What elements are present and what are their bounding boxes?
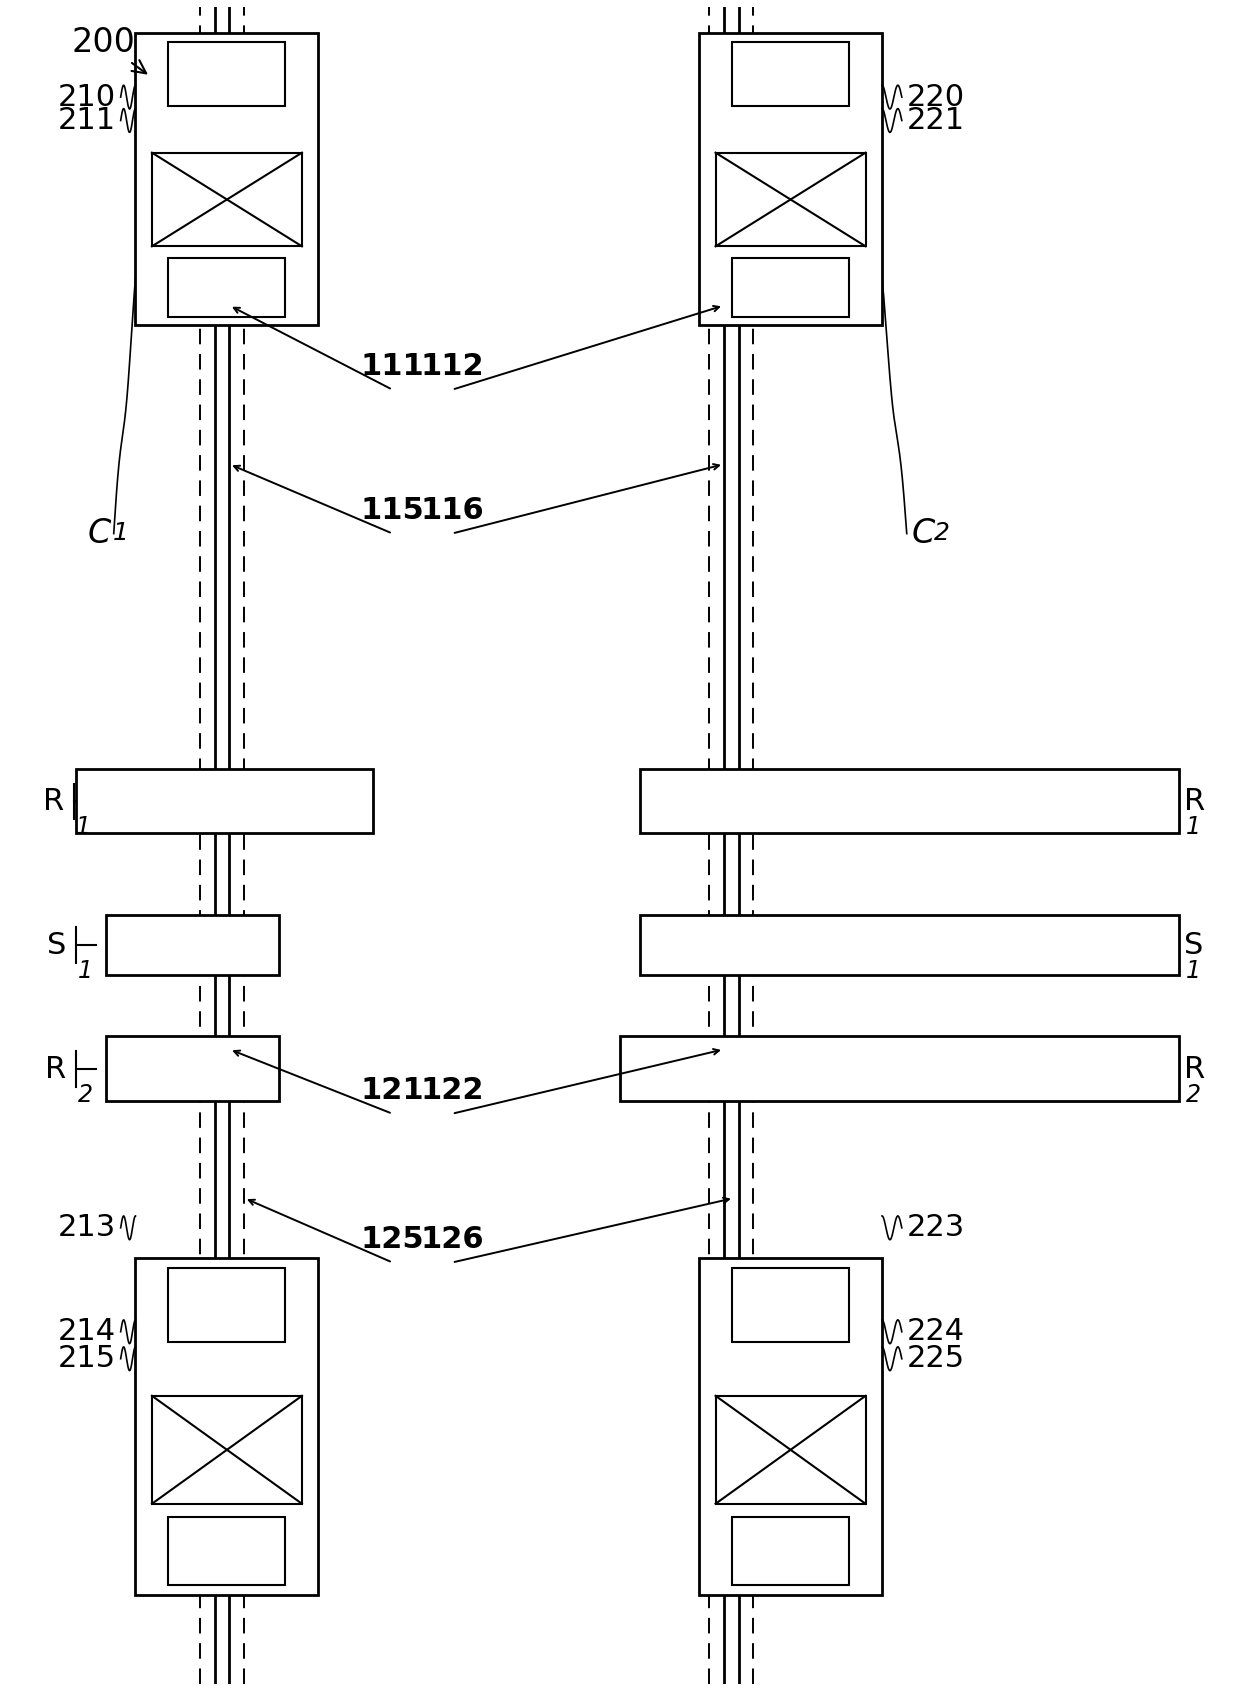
Text: R: R: [43, 786, 64, 815]
Bar: [715, 152, 866, 247]
Text: 1: 1: [76, 815, 92, 839]
Text: 214: 214: [57, 1317, 115, 1346]
Text: 220: 220: [906, 83, 965, 112]
Bar: [732, 42, 849, 107]
Text: 200: 200: [71, 25, 146, 73]
Bar: [640, 915, 1179, 976]
Text: 126: 126: [420, 1224, 484, 1253]
Bar: [153, 152, 303, 247]
Text: 225: 225: [906, 1344, 965, 1373]
Bar: [76, 769, 373, 834]
Text: 1: 1: [1185, 815, 1200, 839]
Text: 115: 115: [361, 495, 424, 524]
Bar: [169, 1517, 285, 1584]
Bar: [699, 1258, 882, 1595]
Bar: [105, 1037, 279, 1101]
Text: 213: 213: [57, 1214, 115, 1243]
Text: R: R: [1184, 1055, 1205, 1084]
Text: S: S: [1184, 930, 1203, 960]
Text: 210: 210: [57, 83, 115, 112]
Bar: [640, 769, 1179, 834]
Bar: [732, 1268, 849, 1343]
Text: 122: 122: [420, 1075, 484, 1104]
Text: 125: 125: [361, 1224, 424, 1253]
Bar: [169, 1268, 285, 1343]
Bar: [732, 259, 849, 316]
Bar: [715, 1395, 866, 1503]
Text: C: C: [911, 517, 935, 550]
Text: 221: 221: [906, 107, 965, 135]
Text: 211: 211: [57, 107, 115, 135]
Bar: [169, 42, 285, 107]
Text: 2: 2: [934, 521, 950, 546]
Bar: [620, 1037, 1179, 1101]
Text: S: S: [47, 930, 66, 960]
Text: 116: 116: [420, 495, 484, 524]
Text: 2: 2: [1185, 1082, 1200, 1108]
Text: 215: 215: [57, 1344, 115, 1373]
Bar: [732, 1517, 849, 1584]
Text: 121: 121: [361, 1075, 424, 1104]
Text: 1: 1: [78, 959, 93, 982]
Bar: [135, 1258, 319, 1595]
Bar: [153, 1395, 303, 1503]
Text: 223: 223: [906, 1214, 965, 1243]
Text: 1: 1: [113, 521, 129, 546]
Text: 1: 1: [1185, 959, 1200, 982]
Text: 111: 111: [361, 352, 424, 380]
Bar: [699, 32, 882, 325]
Text: 224: 224: [906, 1317, 965, 1346]
Text: R: R: [45, 1055, 66, 1084]
Text: 112: 112: [420, 352, 484, 380]
Bar: [105, 915, 279, 976]
Text: 2: 2: [78, 1082, 93, 1108]
Text: R: R: [1184, 786, 1205, 815]
Bar: [169, 259, 285, 316]
Text: C: C: [88, 517, 110, 550]
Bar: [135, 32, 319, 325]
